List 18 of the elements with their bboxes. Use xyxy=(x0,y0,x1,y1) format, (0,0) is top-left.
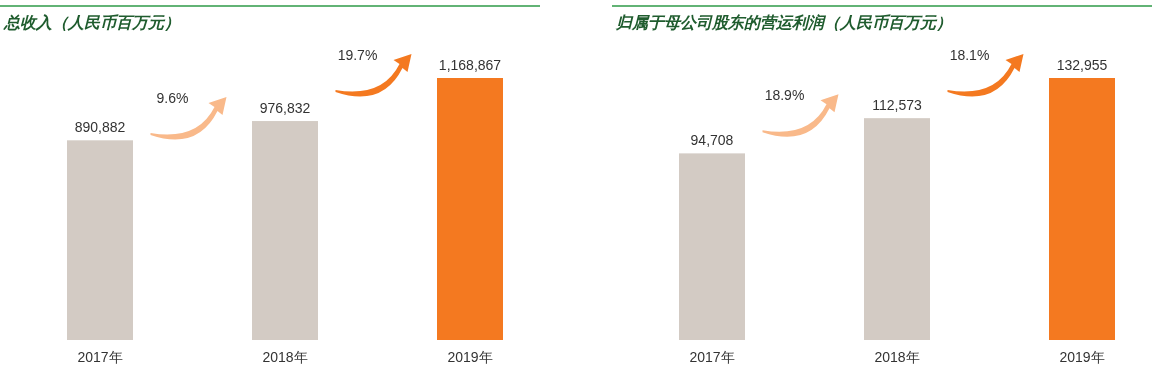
data-label: 112,573 xyxy=(872,97,922,114)
chart-title: 总收入（人民币百万元） xyxy=(3,14,180,32)
data-label: 1,168,867 xyxy=(438,57,502,73)
data-label: 94,708 xyxy=(690,132,734,149)
x-tick-label: 2018年 xyxy=(874,349,920,365)
annotation: 9.6% xyxy=(156,90,189,107)
chart-title: 归属于母公司股东的营运利润（人民币百万元） xyxy=(615,14,952,32)
x-tick-label: 2017年 xyxy=(689,349,735,365)
data-label: 890,882 xyxy=(74,119,126,136)
data-label: 132,955 xyxy=(1056,57,1108,73)
x-tick-label: 2017年 xyxy=(77,349,123,365)
text: 19.7% xyxy=(337,47,378,63)
x-tick-label: 2018年 xyxy=(262,349,308,365)
text: 18.1% xyxy=(949,47,990,63)
x-tick-label: 2019年 xyxy=(447,349,493,365)
data-label: 976,832 xyxy=(259,100,311,117)
annotation: 18.9% xyxy=(764,87,805,104)
x-tick-label: 2019年 xyxy=(1059,349,1105,365)
